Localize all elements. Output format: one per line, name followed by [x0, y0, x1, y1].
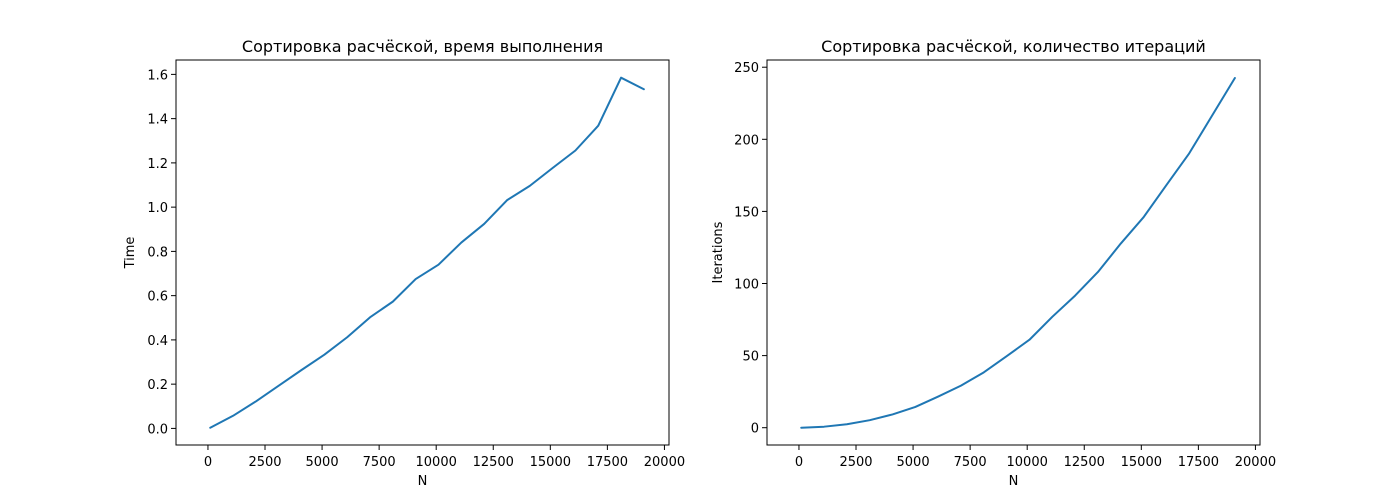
y-tick-label: 0.8: [147, 245, 168, 260]
y-tick-label: 0.4: [147, 334, 168, 349]
x-tick-label: 0: [795, 455, 803, 470]
y-tick-label: 1.0: [147, 201, 168, 216]
x-tick-label: 7500: [363, 455, 396, 470]
x-tick-label: 10000: [1007, 455, 1048, 470]
y-tick-label: 100: [734, 278, 759, 293]
y-tick-label: 150: [734, 205, 759, 220]
series-line: [800, 77, 1236, 429]
x-tick-label: 5000: [897, 455, 930, 470]
x-tick-label: 17500: [587, 455, 628, 470]
plot-frame: [175, 59, 670, 446]
x-axis-label: N: [1009, 474, 1019, 489]
x-tick-label: 12500: [1064, 455, 1105, 470]
x-axis-label: N: [418, 474, 428, 489]
x-tick-label: 5000: [306, 455, 339, 470]
x-tick-label: 15000: [1121, 455, 1162, 470]
y-tick-label: 0.6: [147, 290, 168, 305]
y-tick-label: 200: [734, 133, 759, 148]
x-tick-label: 0: [204, 455, 212, 470]
y-tick-label: 1.4: [147, 113, 168, 128]
y-axis-label: Iterations: [711, 221, 726, 283]
series-line: [209, 76, 645, 429]
y-tick-label: 0.0: [147, 422, 168, 437]
y-tick-label: 50: [742, 350, 759, 365]
chart-title: Сортировка расчёской, количество итераци…: [821, 37, 1206, 56]
y-tick-label: 0: [751, 422, 759, 437]
x-tick-label: 2500: [248, 455, 281, 470]
x-tick-label: 17500: [1178, 455, 1219, 470]
y-axis-label: Time: [123, 237, 138, 270]
x-tick-label: 20000: [644, 455, 685, 470]
x-tick-label: 10000: [416, 455, 457, 470]
y-tick-label: 250: [734, 61, 759, 76]
y-tick-label: 1.2: [147, 157, 168, 172]
y-tick-label: 0.2: [147, 378, 168, 393]
y-tick-label: 1.6: [147, 68, 168, 83]
x-tick-label: 2500: [839, 455, 872, 470]
plot-frame: [766, 59, 1261, 446]
chart-time: 0 2500 5000 7500 10000 12500 15000 17500 20000 0.…: [123, 37, 685, 489]
x-tick-label: 12500: [473, 455, 514, 470]
x-tick-label: 7500: [954, 455, 987, 470]
chart-title: Сортировка расчёской, время выполнения: [242, 37, 603, 56]
chart-iterations: 0 2500 5000 7500 10000 12500 15000 17500 20000 0 5…: [711, 37, 1276, 489]
x-tick-label: 20000: [1235, 455, 1276, 470]
x-tick-label: 15000: [530, 455, 571, 470]
